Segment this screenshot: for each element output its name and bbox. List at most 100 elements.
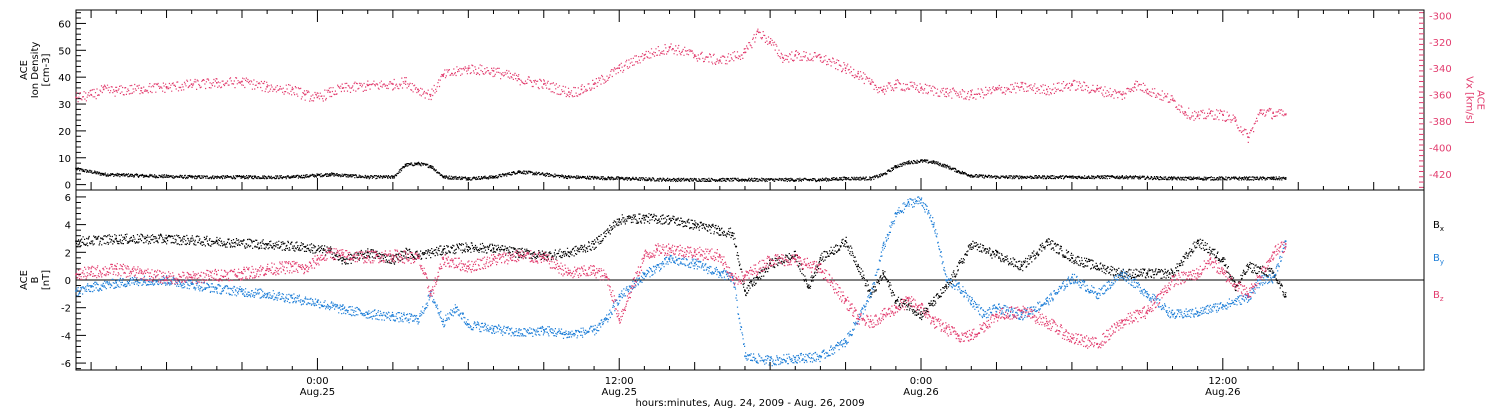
bx-point bbox=[731, 232, 734, 234]
x-tick-label-time: 0:00 bbox=[910, 376, 932, 387]
vx-point bbox=[1071, 83, 1073, 85]
by-point bbox=[1196, 311, 1199, 313]
by-point bbox=[115, 282, 117, 284]
vx-point bbox=[970, 93, 973, 96]
vx-point bbox=[1146, 88, 1149, 91]
bx-point bbox=[844, 240, 847, 242]
by-point bbox=[1020, 313, 1023, 316]
vx-point bbox=[316, 96, 319, 99]
bx-point bbox=[1096, 265, 1098, 267]
ion-density-point bbox=[970, 174, 973, 176]
ion-density-point bbox=[291, 175, 294, 178]
ion-density-point bbox=[568, 175, 570, 178]
bz-point bbox=[995, 313, 998, 316]
bz-point bbox=[920, 306, 922, 309]
by-point bbox=[668, 258, 671, 260]
ion-density-point bbox=[517, 170, 520, 172]
vx-point bbox=[442, 74, 444, 76]
by-point bbox=[844, 340, 847, 342]
bx-point bbox=[341, 259, 344, 262]
bz-point bbox=[190, 276, 193, 278]
by-point bbox=[442, 320, 444, 323]
ion-density-point bbox=[467, 177, 470, 179]
vx-point bbox=[1222, 113, 1224, 116]
y-tick-label: 50 bbox=[58, 46, 71, 57]
bx-point bbox=[907, 304, 910, 306]
by-point bbox=[341, 308, 344, 310]
by-point bbox=[1046, 300, 1048, 302]
y2-tick-label: -320 bbox=[1429, 38, 1452, 49]
y-tick-label: -4 bbox=[61, 331, 71, 342]
by-point bbox=[1272, 276, 1274, 278]
bz-point bbox=[316, 258, 319, 260]
by-point bbox=[1121, 272, 1123, 274]
ion-density-point bbox=[882, 173, 885, 175]
ion-density-point bbox=[492, 175, 495, 178]
by-point bbox=[769, 359, 771, 362]
by-point bbox=[1171, 313, 1174, 316]
by-point bbox=[920, 198, 922, 201]
vx-point bbox=[216, 82, 218, 84]
by-point bbox=[719, 272, 721, 274]
ion-density-point bbox=[1121, 175, 1123, 178]
y2-tick-label: -300 bbox=[1429, 11, 1452, 22]
vx-point bbox=[1272, 112, 1274, 114]
bz-point bbox=[857, 318, 859, 320]
vx-point bbox=[693, 54, 696, 56]
by-point bbox=[190, 283, 193, 285]
by-point bbox=[882, 244, 885, 247]
legend-entry: Bz bbox=[1433, 290, 1444, 303]
legend-entry: Bx bbox=[1433, 220, 1444, 233]
ion-density-point bbox=[392, 175, 394, 178]
bz-point bbox=[392, 254, 394, 256]
bz-point bbox=[216, 273, 218, 276]
vx-point bbox=[165, 86, 168, 88]
ion-density-point bbox=[1222, 177, 1224, 179]
bz-point bbox=[1247, 293, 1249, 295]
vx-point bbox=[404, 80, 407, 83]
series-ion-density bbox=[75, 159, 1287, 183]
bz-point bbox=[605, 276, 608, 278]
by-point bbox=[417, 318, 419, 320]
by-point bbox=[291, 297, 294, 299]
bz-point bbox=[329, 251, 331, 254]
ion-density-point bbox=[1071, 175, 1073, 178]
by-point bbox=[605, 318, 608, 320]
by-point bbox=[731, 276, 734, 278]
vx-point bbox=[190, 83, 193, 85]
bx-point bbox=[115, 237, 117, 240]
bx-point bbox=[1071, 257, 1073, 259]
bx-point bbox=[517, 251, 520, 254]
bz-point bbox=[643, 254, 646, 256]
bz-point bbox=[492, 258, 495, 260]
ion-density-point bbox=[1020, 175, 1023, 178]
ion-density-point bbox=[945, 165, 947, 167]
bx-point bbox=[895, 300, 897, 302]
bz-point bbox=[417, 257, 419, 259]
bx-point bbox=[1284, 295, 1287, 298]
bz-point bbox=[593, 269, 595, 272]
y-axis-label-left: ACEIon Density[cm-3] bbox=[19, 42, 52, 99]
bx-point bbox=[1234, 286, 1237, 288]
y2-tick-label: -360 bbox=[1429, 91, 1452, 102]
vx-point bbox=[102, 88, 105, 91]
by-point bbox=[970, 300, 973, 302]
vx-point bbox=[517, 78, 520, 80]
by-point bbox=[932, 223, 935, 226]
vx-point bbox=[1134, 83, 1136, 85]
vx-point bbox=[920, 87, 922, 89]
by-point bbox=[593, 329, 595, 331]
x-tick-marks bbox=[90, 10, 1425, 370]
vx-point bbox=[945, 91, 947, 93]
x-axis-label: hours:minutes, Aug. 24, 2009 - Aug. 26, … bbox=[635, 398, 864, 409]
by-point bbox=[1071, 276, 1073, 278]
y-axis-label-right: ACEVx [km/s] bbox=[1464, 76, 1486, 124]
by-point bbox=[643, 273, 646, 276]
ion-density-point bbox=[241, 175, 243, 178]
y2-tick-label: -340 bbox=[1429, 64, 1452, 75]
vx-point bbox=[794, 54, 797, 56]
vx-point bbox=[392, 83, 394, 85]
y-tick-label: 6 bbox=[65, 193, 71, 204]
